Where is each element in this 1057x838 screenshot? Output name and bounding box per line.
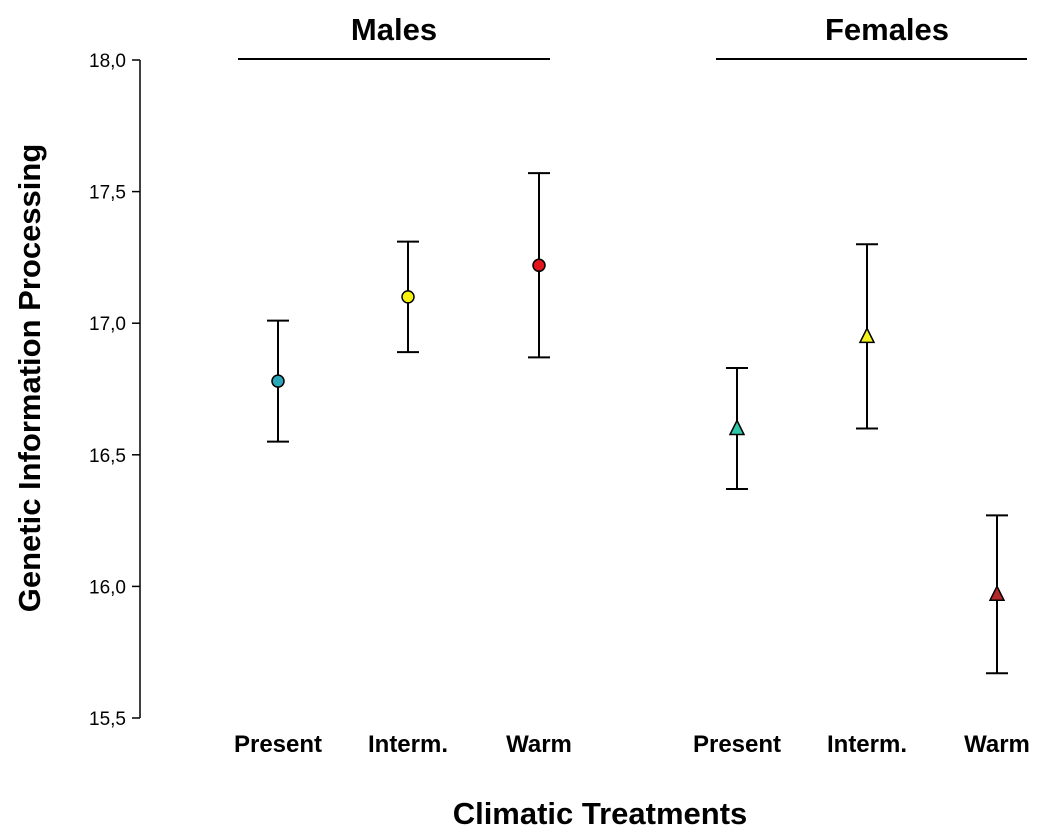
x-axis-title: Climatic Treatments: [453, 796, 748, 831]
category-label: Present: [234, 731, 322, 758]
category-label: Interm.: [827, 731, 907, 758]
category-label: Interm.: [368, 731, 448, 758]
mean-point-circle: [271, 374, 285, 388]
data-points: [267, 172, 1008, 675]
mean-point-triangle: [728, 418, 746, 436]
mean-point-circle: [532, 258, 546, 273]
y-tick-label: 18,0: [89, 51, 126, 72]
group-label: Males: [351, 12, 437, 47]
y-tick-label: 17,0: [89, 314, 126, 335]
mean-point-circle: [401, 290, 415, 304]
group-headers: Males Females: [238, 12, 1027, 60]
mean-point-triangle: [988, 584, 1006, 602]
y-axis: 15,5 16,0 16,5 17,0 17,5 18,0: [89, 51, 141, 730]
group-label: Females: [825, 12, 949, 47]
y-tick-label: 15,5: [89, 709, 126, 730]
category-labels: Present Interm. Warm Present Interm. Warm: [234, 731, 1030, 758]
y-axis-title: Genetic Information Processing: [12, 144, 47, 613]
mean-point-triangle: [858, 326, 876, 344]
category-label: Warm: [506, 731, 572, 758]
y-tick-label: 17,5: [89, 183, 126, 204]
y-tick-label: 16,0: [89, 577, 126, 598]
category-label: Present: [693, 731, 781, 758]
y-tick-label: 16,5: [89, 446, 126, 467]
category-label: Warm: [964, 731, 1030, 758]
